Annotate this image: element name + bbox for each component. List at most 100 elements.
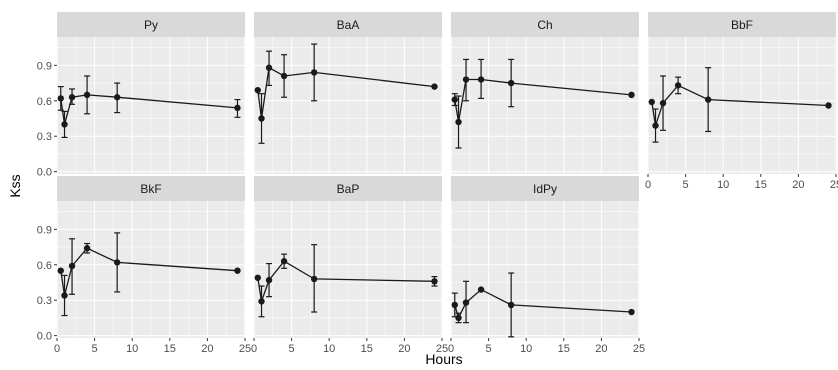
x-tick-label: 0 — [448, 343, 454, 355]
data-point — [652, 122, 659, 129]
data-point — [234, 104, 241, 112]
facet-panel-BaA: BaA — [253, 12, 443, 174]
facet-panel-Py: Py 0.0 0.3 0.6 0.9 — [37, 12, 246, 179]
facet-strip-label: BkF — [140, 182, 161, 196]
y-tick-label: 0.9 — [37, 60, 52, 72]
x-tick-label: 0 — [645, 179, 651, 191]
data-point — [455, 118, 462, 126]
y-tick-label: 0.3 — [37, 131, 52, 143]
data-point — [61, 121, 68, 128]
data-point — [113, 259, 121, 266]
data-point — [310, 69, 318, 76]
x-tick-label: 10 — [126, 343, 138, 355]
x-tick-label: 25 — [436, 343, 448, 355]
facet-panel-Ch: Ch — [450, 12, 640, 174]
data-point — [280, 258, 288, 265]
data-point — [113, 94, 121, 101]
y-tick-label: 0.3 — [37, 295, 52, 307]
facet-panel-BkF: BkF 0.0 0.3 0.6 0.9 0 5 10 15 20 25 — [37, 176, 251, 355]
data-point — [477, 286, 485, 293]
data-point — [83, 245, 91, 252]
series-line — [454, 78, 632, 123]
data-point — [83, 91, 91, 99]
facet-strip — [57, 12, 245, 37]
facet-strip — [451, 12, 639, 37]
x-tick-label: 25 — [239, 343, 251, 355]
data-point — [825, 102, 832, 109]
data-point — [61, 292, 68, 299]
x-tick-label: 5 — [92, 343, 98, 355]
x-tick-label: 10 — [323, 343, 335, 355]
series-line — [257, 66, 435, 119]
data-point — [258, 115, 265, 122]
facet-strip-label: BaP — [337, 182, 360, 196]
data-point — [462, 76, 470, 83]
series-line — [60, 94, 238, 125]
x-tick-label: 15 — [164, 343, 176, 355]
facet-strip — [648, 12, 836, 37]
data-point — [254, 274, 261, 281]
data-point — [674, 82, 682, 89]
x-tick-label: 10 — [520, 343, 532, 355]
series-line — [257, 260, 435, 302]
data-point — [68, 262, 76, 270]
facet-strip — [254, 176, 442, 201]
data-point — [455, 314, 462, 322]
data-point — [265, 64, 273, 71]
data-point — [507, 79, 515, 87]
x-tick-label: 5 — [683, 179, 689, 191]
x-tick-label: 25 — [633, 343, 645, 355]
x-tick-label: 15 — [558, 343, 570, 355]
facet-strip — [451, 176, 639, 201]
x-tick-label: 15 — [755, 179, 767, 191]
y-tick-label: 0.6 — [37, 96, 52, 108]
facet-strip-label: Ch — [537, 18, 552, 32]
data-point — [628, 91, 635, 99]
data-point — [659, 99, 667, 107]
facet-strip-label: BaA — [337, 18, 360, 32]
x-tick-label: 5 — [486, 343, 492, 355]
x-tick-label: 20 — [398, 343, 410, 355]
y-tick-label: 0.9 — [37, 224, 52, 236]
x-tick-label: 25 — [830, 179, 838, 191]
x-tick-label: 20 — [595, 343, 607, 355]
x-tick-label: 20 — [201, 343, 213, 355]
data-point — [258, 298, 265, 305]
data-point — [431, 83, 438, 90]
data-point — [431, 278, 438, 285]
data-point — [280, 72, 288, 80]
data-point — [628, 308, 635, 316]
facet-strip-label: Py — [144, 18, 158, 32]
data-point — [704, 96, 712, 103]
facet-panel-BbF: BbF 0 5 10 15 20 25 — [645, 12, 838, 191]
series-line — [60, 247, 238, 296]
data-point — [648, 98, 655, 106]
data-point — [57, 95, 64, 102]
data-point — [254, 86, 261, 94]
data-point — [265, 276, 273, 284]
y-tick-label: 0.0 — [37, 167, 52, 179]
data-point — [507, 301, 515, 309]
data-point — [477, 76, 485, 83]
x-tick-label: 20 — [792, 179, 804, 191]
data-point — [234, 267, 241, 274]
facet-strip — [254, 12, 442, 37]
facet-strip — [57, 176, 245, 201]
y-tick-label: 0.6 — [37, 260, 52, 272]
data-point — [68, 94, 76, 101]
x-tick-label: 5 — [289, 343, 295, 355]
series-line — [651, 84, 829, 126]
y-tick-label: 0.0 — [37, 331, 52, 343]
x-tick-label: 0 — [54, 343, 60, 355]
facet-panel-BaP: BaP 0 5 10 15 20 25 — [251, 176, 448, 355]
data-point — [57, 267, 64, 274]
x-tick-label: 15 — [361, 343, 373, 355]
data-point — [451, 301, 458, 309]
y-axis-title: Kss — [7, 174, 23, 197]
facet-panel-IdPy: IdPy 0 5 10 15 20 25 — [448, 176, 645, 355]
x-tick-label: 0 — [251, 343, 257, 355]
data-point — [310, 275, 318, 283]
data-point — [451, 96, 458, 103]
